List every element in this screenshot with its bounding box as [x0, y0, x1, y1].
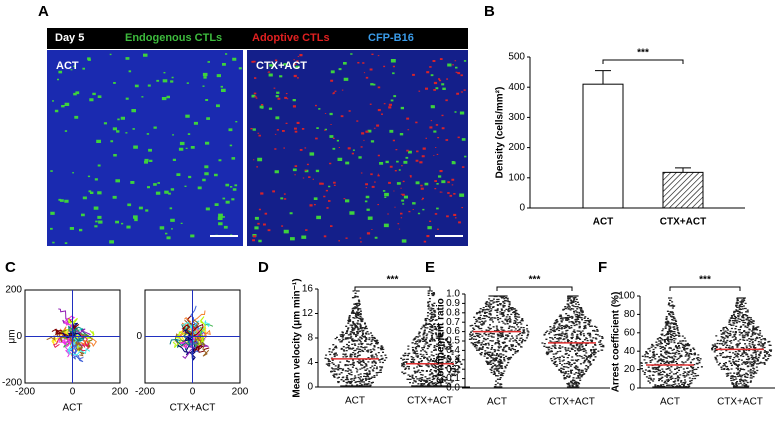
- x-tick-label: 200: [232, 387, 249, 398]
- y-tick-label: 80: [624, 309, 636, 320]
- x-tick-label: -200: [135, 387, 155, 398]
- y-axis-label: Arrest coefficient (%): [611, 292, 622, 393]
- x-tick-label: 0: [70, 387, 76, 398]
- x-tick-label: ACT: [593, 217, 614, 228]
- track: [68, 325, 78, 337]
- x-tick-label: CTX+ACT: [660, 217, 706, 228]
- x-tick-label: ACT: [345, 396, 365, 407]
- cell-swarm: [400, 290, 463, 387]
- significance-label: ***: [529, 275, 541, 286]
- significance-label: ***: [637, 48, 649, 59]
- x-tick-label: CTX+ACT: [549, 397, 595, 408]
- y-axis-label: μm: [7, 329, 18, 343]
- y-tick-label: 0: [136, 331, 142, 342]
- y-tick-label: 12: [302, 308, 314, 319]
- y-tick-label: 60: [624, 327, 636, 338]
- cell-swarm: [468, 295, 530, 388]
- y-tick-label: 300: [508, 112, 525, 123]
- panel-letter: D: [258, 259, 269, 276]
- x-tick-label: CTX+ACT: [407, 396, 453, 407]
- y-tick-label: 16: [302, 284, 314, 295]
- image-header: [47, 28, 468, 49]
- image-label: ACT: [56, 60, 79, 72]
- significance-bracket: [354, 286, 431, 291]
- y-tick-label: 0.0: [446, 383, 460, 394]
- significance-bracket: [496, 286, 573, 291]
- cell-swarm: [324, 290, 388, 387]
- track: [181, 323, 204, 337]
- y-tick-label: 0.4: [446, 345, 460, 356]
- y-tick-label: 0: [519, 203, 525, 214]
- y-tick-label: 0.2: [446, 364, 460, 375]
- y-tick-label: 0.6: [446, 326, 460, 337]
- x-tick-label: ACT: [660, 397, 680, 408]
- cell-signal: [250, 53, 466, 243]
- significance-label: ***: [387, 275, 399, 286]
- cell-swarm: [640, 297, 703, 388]
- panel-letter: C: [5, 259, 16, 276]
- y-axis-label: Confinement ratio: [436, 298, 447, 384]
- error-bar: [595, 70, 611, 85]
- y-tick-label: 0.3: [446, 354, 460, 365]
- y-tick-label: 500: [508, 52, 525, 63]
- micrograph: [47, 50, 243, 246]
- y-tick-label: 4: [307, 357, 313, 368]
- panel-letter: B: [484, 3, 495, 20]
- channel-label: Adoptive CTLs: [252, 32, 330, 44]
- y-tick-label: 20: [624, 364, 636, 375]
- y-tick-label: 8: [307, 333, 313, 344]
- track: [62, 332, 82, 339]
- y-tick-label: 400: [508, 82, 525, 93]
- channel-label: Endogenous CTLs: [125, 32, 222, 44]
- panel-letter: E: [425, 259, 435, 276]
- track: [66, 336, 91, 356]
- x-tick-label: 0: [190, 387, 196, 398]
- y-tick-label: 0.7: [446, 317, 460, 328]
- image-label: CTX+ACT: [256, 60, 307, 72]
- track: [182, 328, 194, 342]
- y-tick-label: 200: [508, 142, 525, 153]
- x-tick-label: -200: [15, 387, 35, 398]
- y-tick-label: 40: [624, 346, 636, 357]
- cell-swarm: [541, 295, 605, 388]
- track: [61, 336, 73, 348]
- track: [66, 317, 78, 337]
- y-tick-label: 1.0: [446, 289, 460, 300]
- x-tick-label: 200: [112, 387, 129, 398]
- panel-label: CTX+ACT: [170, 403, 216, 414]
- bar: [582, 83, 624, 209]
- x-tick-label: ACT: [487, 397, 507, 408]
- panel-letter: F: [598, 259, 607, 276]
- y-tick-label: 0: [16, 331, 22, 342]
- significance-label: ***: [699, 275, 711, 286]
- track: [192, 336, 210, 353]
- significance-bracket: [602, 59, 684, 64]
- track: [172, 331, 193, 349]
- error-bar: [675, 167, 691, 173]
- bar: [662, 171, 704, 209]
- y-tick-label: 0: [307, 382, 313, 393]
- y-axis-label: Density (cells/mm²): [495, 87, 506, 179]
- y-tick-label: 0.1: [446, 373, 460, 384]
- y-tick-label: 100: [618, 291, 635, 302]
- cell-swarm: [711, 297, 773, 388]
- y-tick-label: 0.9: [446, 298, 460, 309]
- panel-label: ACT: [63, 403, 83, 414]
- panel-letter: A: [38, 3, 49, 20]
- y-tick-label: 0.8: [446, 307, 460, 318]
- y-tick-label: -200: [2, 378, 22, 389]
- y-tick-label: 200: [5, 285, 22, 296]
- channel-label: CFP-B16: [368, 32, 414, 44]
- significance-bracket: [669, 286, 741, 291]
- micrograph: [247, 50, 468, 246]
- y-axis-label: Mean velocity (μm min⁻¹): [292, 278, 303, 397]
- day-label: Day 5: [55, 32, 84, 44]
- x-tick-label: CTX+ACT: [717, 397, 763, 408]
- y-tick-label: 0.5: [446, 336, 460, 347]
- track: [189, 331, 210, 357]
- y-tick-label: 100: [508, 172, 525, 183]
- y-tick-label: 0: [629, 383, 635, 394]
